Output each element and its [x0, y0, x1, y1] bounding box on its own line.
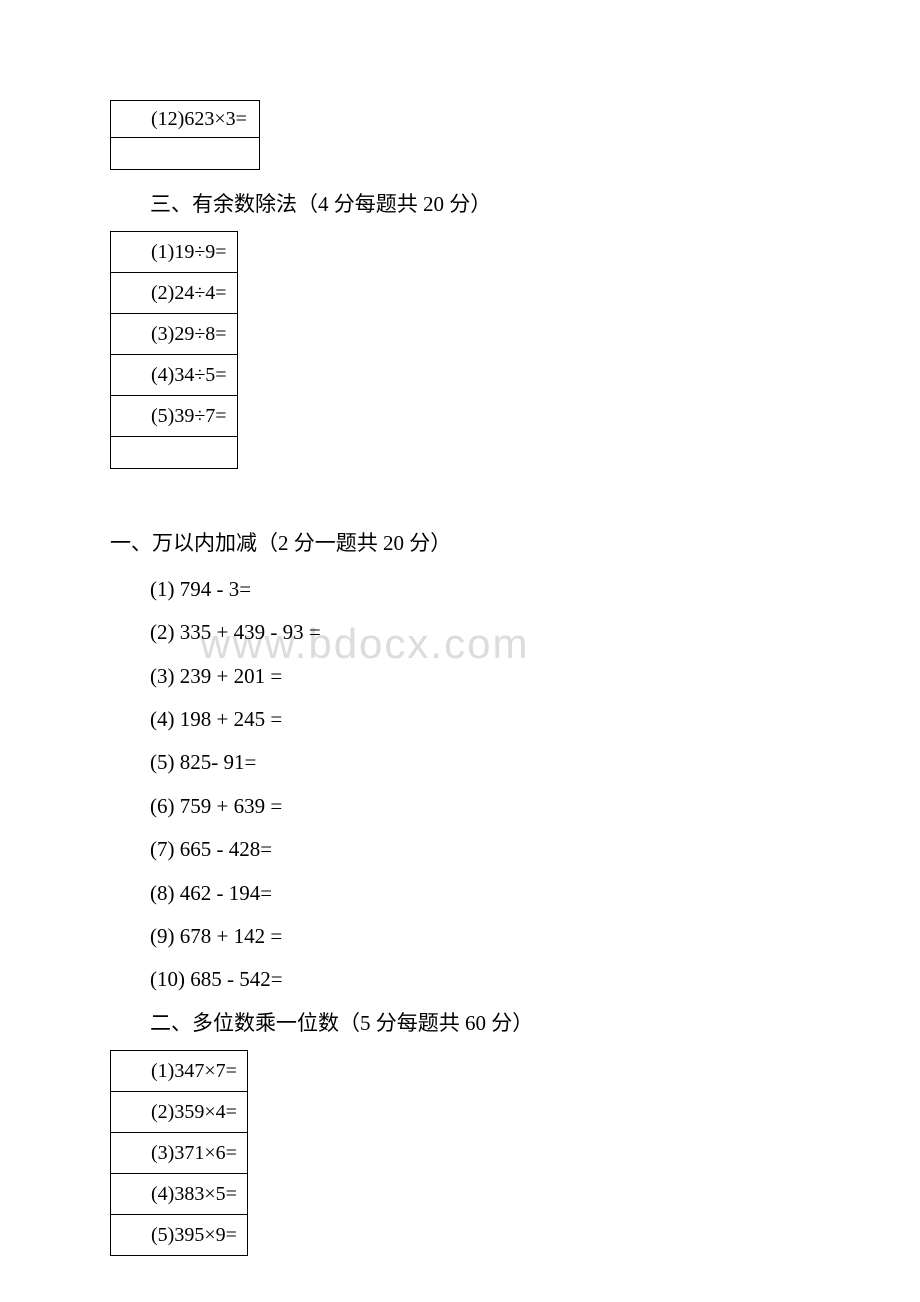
s3-item-1: (1)19÷9=	[111, 232, 238, 273]
section3-table: (1)19÷9= (2)24÷4= (3)29÷8= (4)34÷5= (5)3…	[110, 231, 238, 469]
s3-item-3: (3)29÷8=	[111, 314, 238, 355]
top-table-empty-row	[111, 138, 260, 170]
s2-item-3: (3)371×6=	[111, 1133, 248, 1174]
section1-list: (1) 794 - 3= (2) 335 + 439 - 93 = (3) 23…	[150, 575, 810, 995]
s1-item-8: (8) 462 - 194=	[150, 879, 810, 908]
s1-item-3: (3) 239 + 201 =	[150, 662, 810, 691]
s2-item-5: (5)395×9=	[111, 1215, 248, 1256]
s2-item-1: (1)347×7=	[111, 1051, 248, 1092]
top-table: (12)623×3=	[110, 100, 260, 170]
section1-heading: 一、万以内加减（2 分一题共 20 分）	[110, 529, 810, 558]
section2-heading: 二、多位数乘一位数（5 分每题共 60 分）	[150, 1009, 810, 1038]
s1-item-9: (9) 678 + 142 =	[150, 922, 810, 951]
page-content: (12)623×3= 三、有余数除法（4 分每题共 20 分） (1)19÷9=…	[110, 100, 810, 1256]
section3-heading: 三、有余数除法（4 分每题共 20 分）	[150, 190, 810, 219]
s3-empty-row	[111, 437, 238, 469]
s2-item-4: (4)383×5=	[111, 1174, 248, 1215]
s1-item-4: (4) 198 + 245 =	[150, 705, 810, 734]
s1-item-5: (5) 825- 91=	[150, 748, 810, 777]
top-table-row1: (12)623×3=	[111, 101, 260, 138]
s3-item-2: (2)24÷4=	[111, 273, 238, 314]
s3-item-4: (4)34÷5=	[111, 355, 238, 396]
s1-item-10: (10) 685 - 542=	[150, 965, 810, 994]
section2-table: (1)347×7= (2)359×4= (3)371×6= (4)383×5= …	[110, 1050, 248, 1256]
s1-item-7: (7) 665 - 428=	[150, 835, 810, 864]
s3-item-5: (5)39÷7=	[111, 396, 238, 437]
s1-item-6: (6) 759 + 639 =	[150, 792, 810, 821]
s1-item-2: (2) 335 + 439 - 93 =	[150, 618, 810, 647]
s2-item-2: (2)359×4=	[111, 1092, 248, 1133]
s1-item-1: (1) 794 - 3=	[150, 575, 810, 604]
